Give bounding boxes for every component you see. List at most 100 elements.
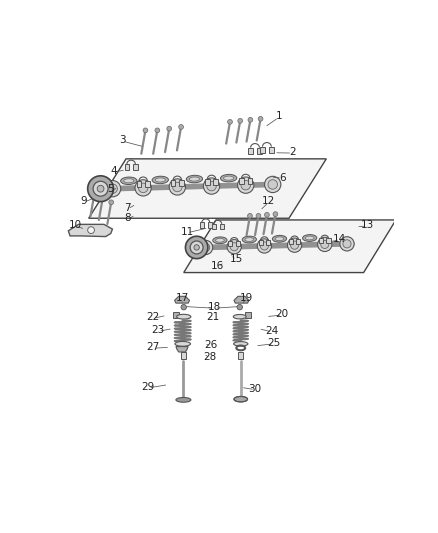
Polygon shape [247, 178, 252, 184]
Text: 25: 25 [267, 338, 280, 348]
Polygon shape [212, 224, 216, 229]
Circle shape [108, 184, 117, 193]
Polygon shape [257, 148, 262, 154]
Ellipse shape [152, 176, 169, 184]
Polygon shape [179, 180, 184, 185]
Text: 13: 13 [360, 220, 374, 230]
Polygon shape [176, 346, 188, 352]
Circle shape [248, 117, 253, 122]
Circle shape [179, 125, 184, 130]
Bar [181, 352, 186, 359]
Ellipse shape [305, 236, 314, 240]
Text: 24: 24 [265, 326, 279, 336]
Ellipse shape [220, 174, 237, 182]
Circle shape [198, 240, 213, 255]
Circle shape [265, 176, 281, 192]
Text: 23: 23 [152, 325, 165, 335]
Circle shape [265, 213, 269, 217]
Ellipse shape [223, 176, 234, 180]
Polygon shape [266, 240, 270, 245]
Polygon shape [137, 181, 141, 187]
Ellipse shape [120, 177, 137, 184]
Ellipse shape [189, 177, 200, 181]
Circle shape [100, 196, 105, 200]
Circle shape [190, 241, 203, 254]
Ellipse shape [234, 397, 247, 402]
Circle shape [273, 212, 278, 216]
Polygon shape [171, 180, 176, 185]
Ellipse shape [175, 342, 191, 346]
Text: 28: 28 [204, 352, 217, 362]
Text: 29: 29 [141, 382, 155, 392]
Ellipse shape [245, 238, 254, 241]
Text: 22: 22 [147, 312, 160, 322]
Polygon shape [260, 147, 265, 153]
Ellipse shape [303, 235, 317, 241]
Text: 26: 26 [204, 340, 218, 350]
Circle shape [287, 238, 302, 252]
Circle shape [260, 242, 268, 250]
Text: 10: 10 [69, 220, 81, 230]
Text: 20: 20 [276, 309, 289, 319]
Text: 14: 14 [333, 233, 346, 244]
Circle shape [343, 240, 351, 248]
Polygon shape [289, 239, 293, 244]
Polygon shape [184, 220, 396, 272]
Circle shape [256, 213, 261, 218]
Text: 5: 5 [107, 184, 114, 195]
Circle shape [258, 116, 263, 121]
Circle shape [340, 237, 354, 251]
Circle shape [290, 241, 299, 249]
Circle shape [88, 227, 95, 233]
Text: 30: 30 [248, 384, 261, 394]
Polygon shape [236, 241, 240, 246]
Text: 19: 19 [240, 293, 253, 303]
Text: 6: 6 [279, 173, 286, 182]
Polygon shape [125, 164, 129, 169]
Text: 3: 3 [119, 135, 126, 145]
Ellipse shape [215, 238, 224, 242]
Text: 21: 21 [206, 312, 219, 322]
Bar [238, 352, 243, 359]
Polygon shape [234, 296, 249, 303]
Ellipse shape [272, 236, 286, 242]
Ellipse shape [233, 342, 248, 346]
Text: 12: 12 [262, 196, 275, 206]
Polygon shape [297, 239, 300, 244]
Circle shape [155, 128, 160, 133]
Circle shape [88, 176, 113, 201]
Circle shape [321, 240, 329, 248]
Circle shape [169, 179, 186, 195]
Circle shape [93, 181, 108, 196]
Ellipse shape [124, 179, 134, 183]
Ellipse shape [233, 314, 246, 319]
Bar [173, 312, 179, 318]
Ellipse shape [186, 175, 203, 183]
Circle shape [173, 182, 182, 192]
Polygon shape [239, 178, 244, 184]
Circle shape [318, 237, 332, 252]
Circle shape [241, 180, 251, 190]
Circle shape [143, 128, 148, 133]
Circle shape [203, 178, 220, 194]
Bar [244, 312, 251, 318]
Polygon shape [213, 179, 218, 185]
Polygon shape [200, 222, 204, 228]
Circle shape [201, 244, 210, 252]
Ellipse shape [155, 178, 166, 182]
Circle shape [230, 243, 238, 251]
Polygon shape [208, 222, 212, 228]
Circle shape [238, 118, 243, 123]
Circle shape [92, 192, 97, 197]
Polygon shape [133, 164, 138, 169]
Circle shape [227, 240, 241, 254]
Circle shape [237, 177, 254, 193]
Ellipse shape [242, 236, 256, 243]
Polygon shape [269, 147, 274, 153]
Polygon shape [229, 241, 233, 246]
Ellipse shape [176, 398, 191, 402]
Text: 8: 8 [124, 213, 131, 223]
Text: 18: 18 [208, 302, 221, 312]
Text: 9: 9 [80, 196, 87, 206]
Polygon shape [145, 181, 150, 187]
